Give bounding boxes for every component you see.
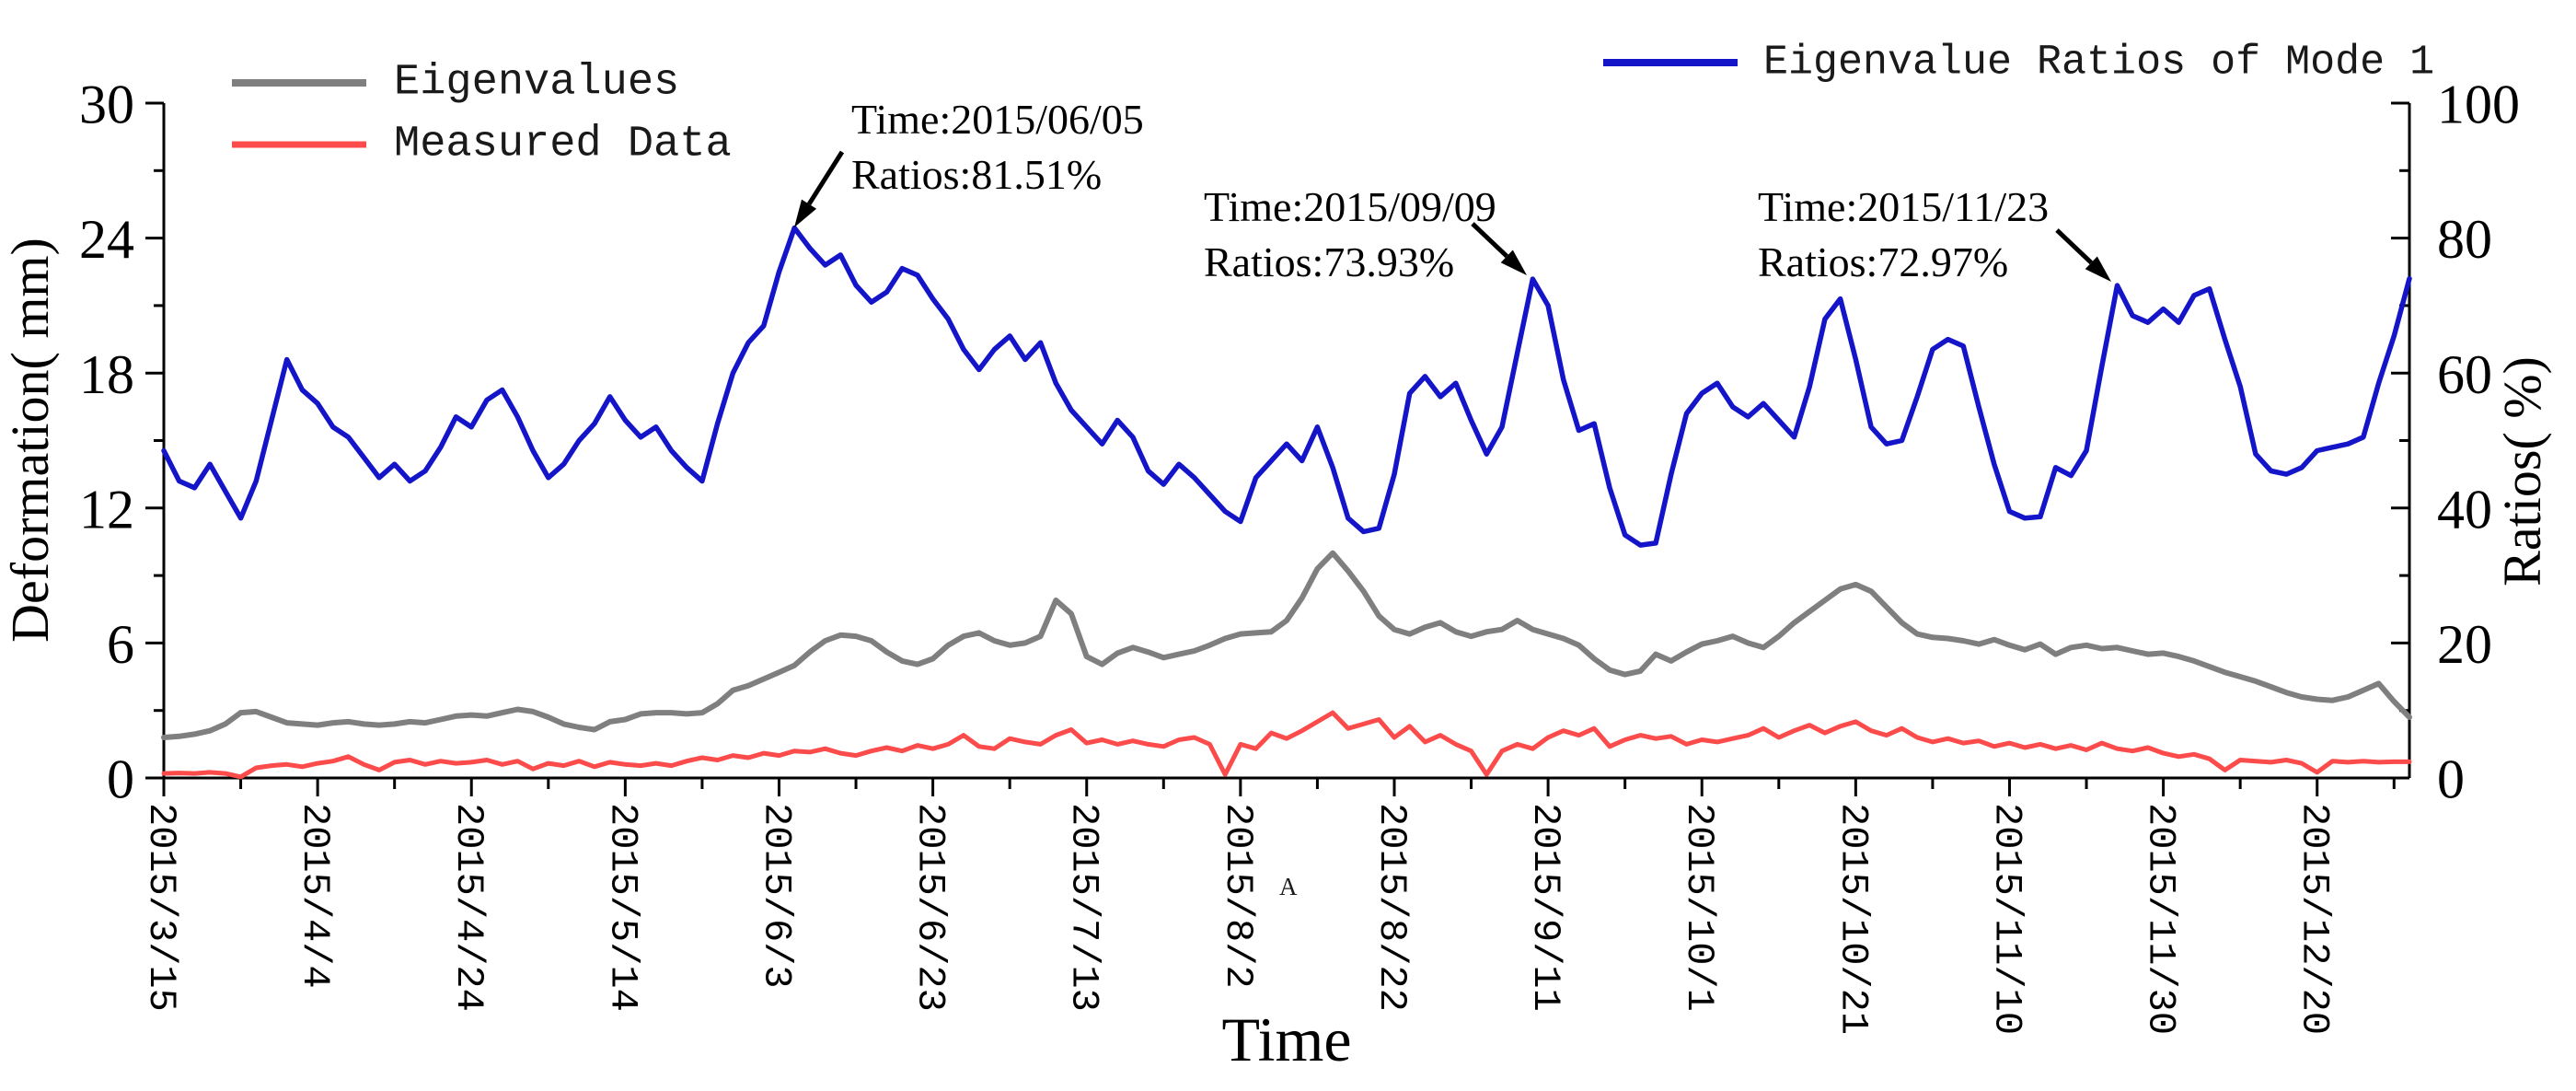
annotation-2: Time:2015/09/09 Ratios:73.93% (1204, 183, 1527, 285)
y-tick-label-right: 0 (2437, 749, 2465, 810)
legend-label-eigenvalues: Eigenvalues (394, 59, 679, 108)
x-tick-label: 2015/6/3 (754, 803, 798, 989)
x-tick-label: 2015/8/2 (1216, 803, 1260, 989)
annotation-3: Time:2015/11/23 Ratios:72.97% (1758, 183, 2111, 285)
x-tick-label: 2015/3/15 (139, 803, 183, 1012)
y-tick-label-right: 40 (2437, 479, 2492, 540)
legend-left: Eigenvalues Measured Data (232, 59, 732, 169)
x-tick-label: 2015/6/23 (908, 803, 953, 1012)
annotation-arrow-line (1471, 222, 1508, 259)
x-tick-label: 2015/7/13 (1062, 803, 1106, 1012)
x-axis-title: Time (1221, 1004, 1351, 1074)
annotation-time-text: Time:2015/11/23 (1758, 183, 2049, 230)
y-tick-label-left: 12 (79, 479, 134, 540)
plot-axes (145, 101, 2411, 796)
x-tick-label: 2015/10/1 (1677, 803, 1721, 1012)
y-tick-label-left: 24 (79, 209, 134, 270)
y-tick-labels-left: 0 6 12 18 24 30 (79, 75, 134, 810)
y-tick-label-left: 30 (79, 75, 134, 135)
annotation-time-text: Time:2015/06/05 (851, 96, 1144, 143)
annotation-arrow-head (1500, 250, 1527, 275)
annotation-ratio-text: Ratios:81.51% (851, 151, 1102, 198)
x-tick-label: 2015/8/22 (1369, 803, 1414, 1012)
annotation-ratio-text: Ratios:72.97% (1758, 238, 2008, 285)
y-axis-title-left: Deformation( mm) (0, 238, 60, 643)
annotation-time-text: Time:2015/09/09 (1204, 183, 1496, 230)
annotation-ratio-text: Ratios:73.93% (1204, 238, 1454, 285)
annotation-arrow-line (2055, 228, 2093, 265)
legend-right: Eigenvalue Ratios of Mode 1 (1603, 40, 2434, 87)
x-tick-label: 2015/5/14 (600, 803, 644, 1012)
series-lines (161, 225, 2412, 780)
stray-label-a: A (1279, 873, 1298, 900)
x-tick-label: 2015/11/30 (2139, 803, 2183, 1035)
y-tick-label-left: 18 (79, 344, 134, 405)
legend-label-measured-data: Measured Data (394, 121, 732, 169)
x-tick-label: 2015/9/11 (1523, 803, 1567, 1012)
x-tick-label: 2015/4/4 (293, 803, 337, 989)
y-tick-label-left: 6 (107, 614, 134, 675)
annotations: Time:2015/06/05 Ratios:81.51% Time:2015/09… (794, 96, 2111, 285)
y-tick-label-right: 60 (2437, 344, 2492, 405)
series-line-eigenvalue-ratios-of-mode-1 (161, 225, 2412, 548)
x-tick-labels: 2015/3/15 2015/4/4 2015/4/24 2015/5/14 2015/… (139, 803, 2337, 1035)
annotation-arrow-head (2085, 256, 2111, 282)
annotation-arrow-line (806, 150, 845, 206)
y-tick-label-right: 100 (2437, 75, 2520, 135)
series-line-eigenvalues (161, 550, 2412, 740)
x-tick-label: 2015/12/20 (2293, 803, 2337, 1035)
y-tick-label-right: 20 (2437, 614, 2492, 675)
annotation-1: Time:2015/06/05 Ratios:81.51% (794, 96, 1144, 227)
legend-label-eigenvalue-ratios: Eigenvalue Ratios of Mode 1 (1763, 40, 2434, 87)
series-line-measured-data (161, 710, 2412, 780)
x-tick-label: 2015/11/10 (1984, 803, 2028, 1035)
x-tick-label: 2015/4/24 (446, 803, 491, 1012)
y-tick-label-left: 0 (107, 749, 134, 810)
y-tick-label-right: 80 (2437, 209, 2492, 270)
annotation-arrow-head (794, 199, 817, 227)
x-tick-label: 2015/10/21 (1831, 803, 1875, 1035)
y-axis-title-right: Ratios( %) (2492, 356, 2552, 586)
y-tick-labels-right: 0 20 40 60 80 100 (2437, 75, 2520, 810)
